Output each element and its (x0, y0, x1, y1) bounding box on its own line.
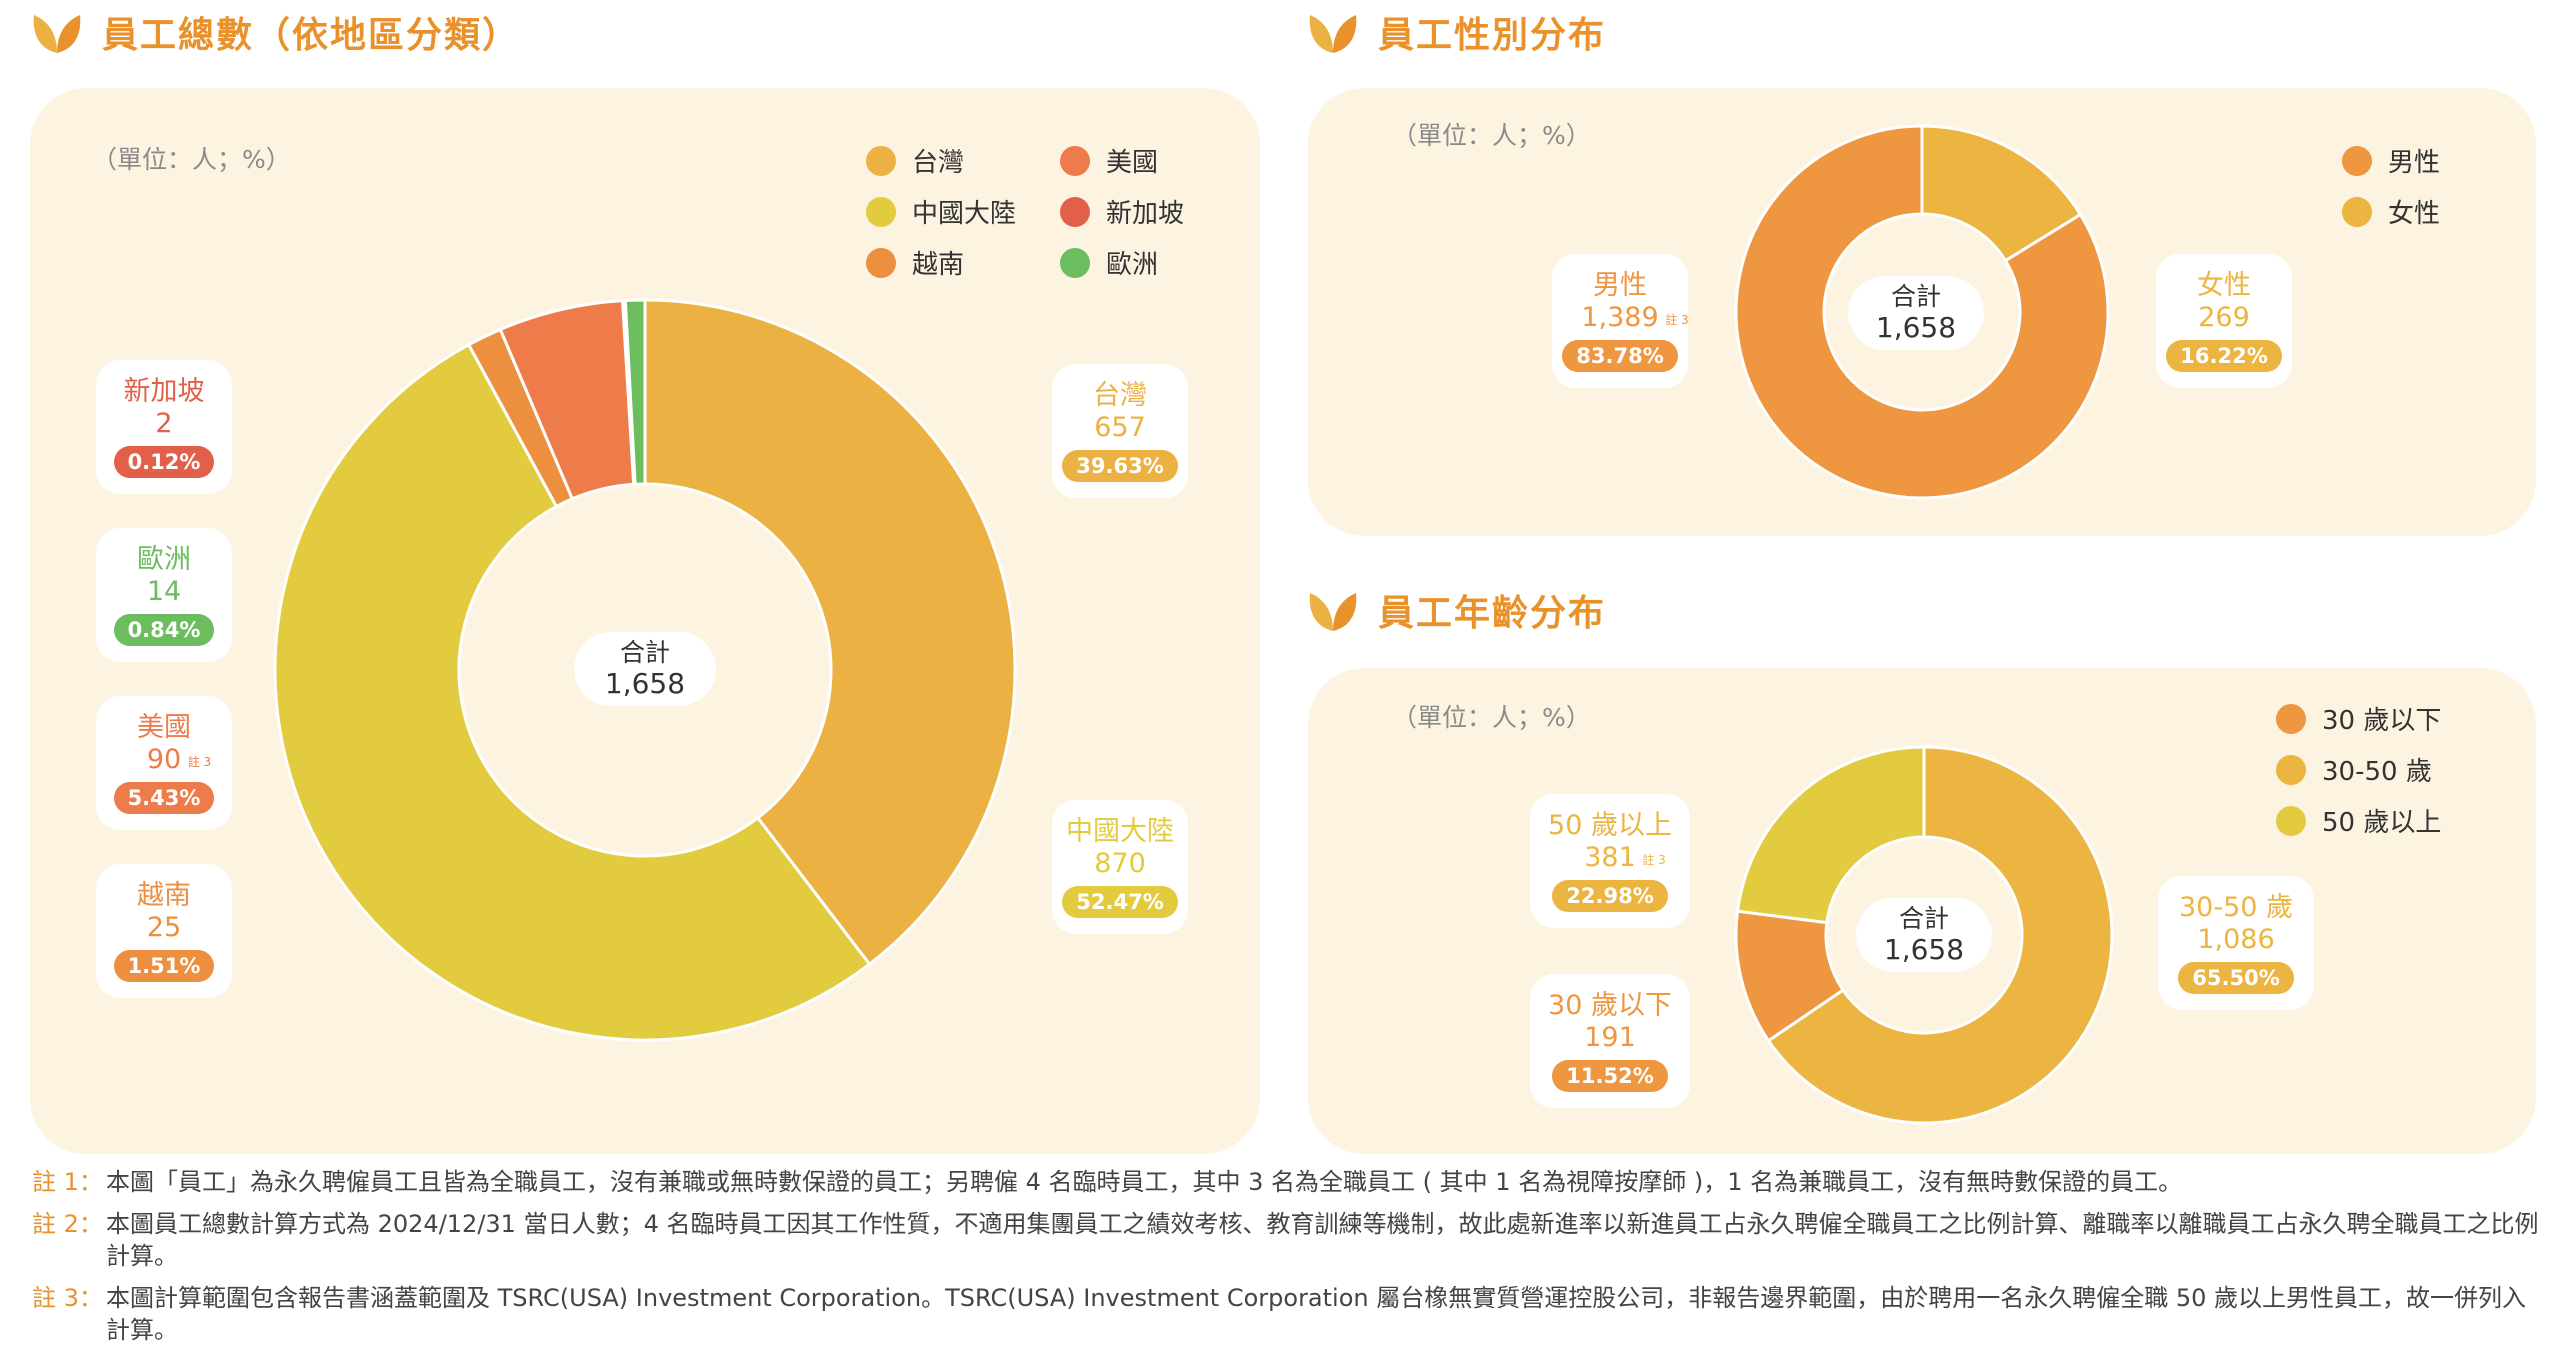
legend-item-female: 女性 (2342, 193, 2482, 230)
age-legend: 30 歲以下 30-50 歲 50 歲以上 (2276, 700, 2466, 839)
legend-item-singapore: 新加坡 (1060, 193, 1210, 230)
callout-taiwan: 台灣 657 39.63% (1052, 364, 1188, 498)
donut-slice-china (273, 342, 872, 1042)
donut-slice-male (1734, 124, 2110, 500)
legend-item-taiwan: 台灣 (866, 142, 1036, 179)
region-title: 員工總數（依地區分類） (102, 15, 521, 56)
center-title: 合計 (1898, 904, 1949, 933)
callout-usa: 美國 90 註 3 5.43% (96, 696, 232, 830)
leaf-icon (33, 15, 81, 53)
donut-slice-europe (623, 298, 647, 486)
age-title: 員工年齡分布 (1378, 593, 1607, 634)
footnote-2: 註 2： 本圖員工總數計算方式為 2024/12/31 當日人數；4 名臨時員工… (32, 1210, 2539, 1270)
legend-item-vietnam: 越南 (866, 244, 1036, 281)
footnotes: 註 1： 本圖「員工」為永久聘僱員工且皆為全職員工，沒有兼職或無時數保證的員工；… (32, 1166, 2542, 1356)
donut-slice-30-50 (1766, 745, 2114, 1125)
age-section-title: 員工年齡分布 (1306, 584, 1606, 636)
legend-item-male: 男性 (2342, 142, 2482, 179)
legend-item-china: 中國大陸 (866, 193, 1036, 230)
legend-item-over50: 50 歲以上 (2276, 802, 2466, 839)
leaf-icon (1309, 15, 1357, 53)
region-center-label: 合計 1,658 (574, 632, 716, 706)
footnote-3: 註 3： 本圖計算範圍包含報告書涵蓋範圍及 TSRC(USA) Investme… (32, 1284, 2527, 1344)
callout-30-50: 30-50 歲 1,086 65.50% (2158, 876, 2314, 1010)
center-total: 1,658 (1883, 933, 1965, 966)
donut-slice-over50 (1735, 745, 1926, 925)
gender-center-label: 合計 1,658 (1848, 276, 1984, 350)
legend-item-europe: 歐洲 (1060, 244, 1210, 281)
legend-item-usa: 美國 (1060, 142, 1210, 179)
callout-male: 男性 1,389 註 3 83.78% (1552, 254, 1689, 388)
gender-title: 員工性別分布 (1378, 15, 1607, 56)
center-total: 1,658 (604, 667, 686, 700)
legend-item-under30: 30 歲以下 (2276, 700, 2466, 737)
age-unit-note: （單位：人；%） (1392, 703, 1591, 732)
callout-europe: 歐洲 14 0.84% (96, 528, 232, 662)
region-section-title: 員工總數（依地區分類） (30, 6, 520, 58)
callout-over50: 50 歲以上 381 註 3 22.98% (1530, 794, 1690, 928)
region-unit-note: （單位：人；%） (92, 145, 291, 174)
callout-china: 中國大陸 870 52.47% (1052, 800, 1188, 934)
callout-vietnam: 越南 25 1.51% (96, 864, 232, 998)
center-title: 合計 (619, 638, 670, 667)
age-center-label: 合計 1,658 (1856, 898, 1992, 972)
region-legend: 台灣 美國 中國大陸 新加坡 越南 歐洲 (866, 142, 1210, 281)
donut-slice-taiwan (643, 298, 1017, 967)
center-title: 合計 (1890, 282, 1941, 311)
gender-unit-note: （單位：人；%） (1392, 121, 1591, 150)
leaf-icon (1309, 593, 1357, 631)
gender-legend: 男性 女性 (2342, 142, 2482, 230)
callout-singapore: 新加坡 2 0.12% (96, 360, 232, 494)
center-total: 1,658 (1875, 311, 1957, 344)
gender-section-title: 員工性別分布 (1306, 6, 1606, 58)
legend-item-30-50: 30-50 歲 (2276, 751, 2466, 788)
callout-under30: 30 歲以下 191 11.52% (1530, 974, 1690, 1108)
callout-female: 女性 269 16.22% (2156, 254, 2292, 388)
footnote-1: 註 1： 本圖「員工」為永久聘僱員工且皆為全職員工，沒有兼職或無時數保證的員工；… (32, 1168, 2183, 1196)
